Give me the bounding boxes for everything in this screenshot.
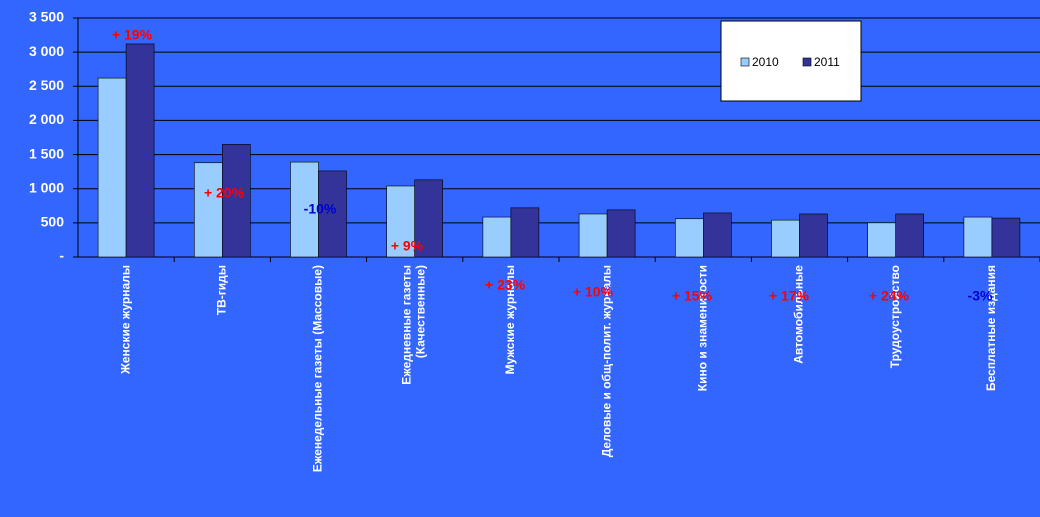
- x-tick-label: Автомобильные: [792, 265, 806, 364]
- y-tick-label: 3 500: [29, 9, 64, 25]
- bar: [482, 216, 512, 258]
- bar: [991, 217, 1021, 258]
- bar: [290, 161, 319, 258]
- annotation: + 20%: [204, 185, 245, 201]
- y-tick-label: 2 000: [29, 111, 64, 127]
- annotation: -10%: [304, 201, 337, 217]
- bar: [895, 213, 925, 258]
- y-tick-label: 1 000: [29, 179, 64, 195]
- bar: [963, 216, 993, 258]
- annotation: + 24%: [869, 288, 910, 304]
- x-tick-label: Бесплатные издания: [984, 265, 998, 391]
- legend-label: 2010: [752, 55, 779, 69]
- bar: [510, 207, 540, 258]
- x-tick-label: Женские журналы: [118, 265, 132, 375]
- bar: [674, 218, 704, 258]
- legend-label: 2011: [814, 55, 840, 69]
- x-tick-label: Мужские журналы: [503, 265, 517, 374]
- label-line: (Качественные): [414, 265, 428, 358]
- y-tick-label: 500: [41, 214, 65, 230]
- annotation: + 15%: [672, 288, 713, 304]
- bar: [606, 209, 636, 258]
- bar: [318, 170, 347, 258]
- annotation: + 23%: [485, 277, 526, 293]
- x-tick-label: Ежедневные газеты(Качественные): [400, 265, 428, 385]
- annotation: + 10%: [573, 284, 614, 300]
- y-tick-label: -: [59, 248, 64, 264]
- bar: [799, 213, 828, 258]
- annotation: + 17%: [769, 288, 810, 304]
- x-tick-label: ТВ-гиды: [214, 265, 228, 315]
- x-tick-label: Деловые и общ-полит. журналы: [599, 265, 613, 457]
- bar: [702, 212, 732, 258]
- x-tick-label: Кино и знаменитости: [695, 265, 709, 391]
- x-tick-label: Трудоустройство: [888, 265, 902, 368]
- y-tick-label: 1 500: [29, 145, 64, 161]
- annotation: -3%: [968, 288, 993, 304]
- y-tick-label: 2 500: [29, 77, 64, 93]
- bar: [97, 77, 127, 258]
- bar: [867, 222, 897, 258]
- bar: [578, 213, 608, 258]
- annotation: + 19%: [112, 27, 153, 43]
- bar: [194, 162, 223, 258]
- bar: [414, 179, 444, 258]
- bar: [222, 144, 251, 258]
- legend-swatch: [802, 57, 812, 67]
- label-line: Ежедневные газеты: [400, 265, 414, 385]
- bar: [125, 43, 155, 258]
- legend-swatch: [740, 57, 750, 67]
- bar: [771, 219, 800, 258]
- y-tick-label: 3 000: [29, 43, 64, 59]
- x-tick-label: Еженедельные газеты (Массовые): [311, 265, 325, 472]
- annotation: + 9%: [391, 238, 424, 254]
